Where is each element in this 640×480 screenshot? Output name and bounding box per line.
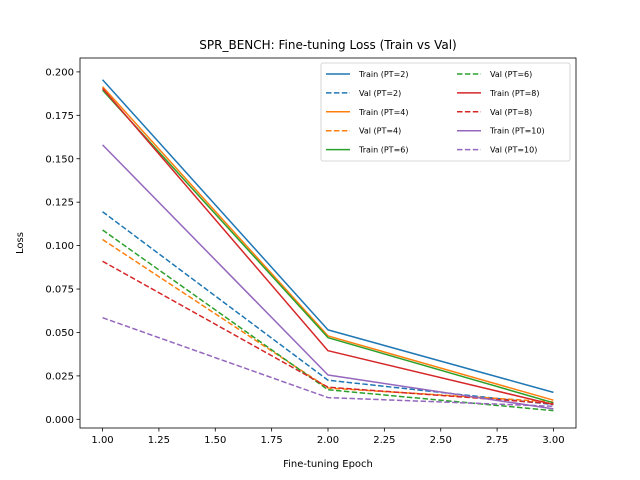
legend: Train (PT=2) Val (PT=2) Train (PT=4) Val (P… — [320, 62, 571, 162]
series-line-2 — [101, 86, 554, 401]
legend-label: Train (PT=4) — [358, 108, 408, 117]
y-tick-label: 0.150 — [45, 154, 74, 165]
legend-label: Val (PT=8) — [490, 108, 532, 117]
legend-entries: Train (PT=2) Val (PT=2) Train (PT=4) Val (P… — [326, 70, 545, 155]
series-line-9 — [102, 316, 554, 408]
x-tick-label: 1.50 — [204, 435, 226, 446]
y-tick-label: 0.000 — [45, 415, 74, 426]
x-tick-label: 2.25 — [373, 435, 395, 446]
y-tick-label: 0.175 — [45, 111, 74, 122]
y-tick-label: 0.125 — [45, 198, 74, 209]
x-tick-label: 2.75 — [486, 435, 508, 446]
x-tick-label: 1.25 — [148, 435, 170, 446]
legend-label: Val (PT=4) — [359, 127, 401, 136]
y-axis-label: Loss — [15, 232, 26, 254]
y-tick-label: 0.025 — [45, 371, 74, 382]
series-line-8 — [102, 144, 554, 410]
legend-label: Train (PT=2) — [358, 70, 408, 79]
series-line-7 — [102, 260, 554, 405]
legend-label: Val (PT=10) — [490, 146, 537, 155]
legend-label: Train (PT=6) — [358, 146, 408, 155]
series-line-4 — [101, 89, 554, 404]
legend-label: Train (PT=8) — [489, 89, 539, 98]
y-tick-label: 0.050 — [45, 328, 74, 339]
legend-box — [320, 62, 571, 162]
y-tick-label: 0.075 — [45, 285, 74, 296]
legend-label: Val (PT=2) — [359, 89, 401, 98]
series-lines — [101, 79, 554, 412]
x-tick-label: 1.75 — [261, 435, 283, 446]
x-axis-label: Fine-tuning Epoch — [283, 459, 373, 470]
x-tick-label: 2.50 — [430, 435, 452, 446]
legend-label: Val (PT=6) — [490, 70, 532, 79]
y-tick-label: 0.200 — [45, 67, 74, 78]
series-line-6 — [101, 87, 554, 406]
series-line-1 — [102, 211, 554, 406]
y-tick-label: 0.100 — [45, 241, 74, 252]
x-tick-label: 3.00 — [542, 435, 564, 446]
x-tick-label: 1.00 — [91, 435, 113, 446]
chart-title: SPR_BENCH: Fine-tuning Loss (Train vs Va… — [199, 38, 456, 52]
x-axis: 1.00 1.25 1.50 1.75 2.00 2.25 2.50 2.75 3.00 — [91, 428, 565, 446]
series-line-0 — [101, 79, 554, 394]
y-axis: 0.000 0.025 0.050 0.075 0.100 0.125 0.150 0.175… — [45, 67, 80, 426]
legend-label: Train (PT=10) — [489, 127, 545, 136]
x-tick-label: 2.00 — [317, 435, 339, 446]
